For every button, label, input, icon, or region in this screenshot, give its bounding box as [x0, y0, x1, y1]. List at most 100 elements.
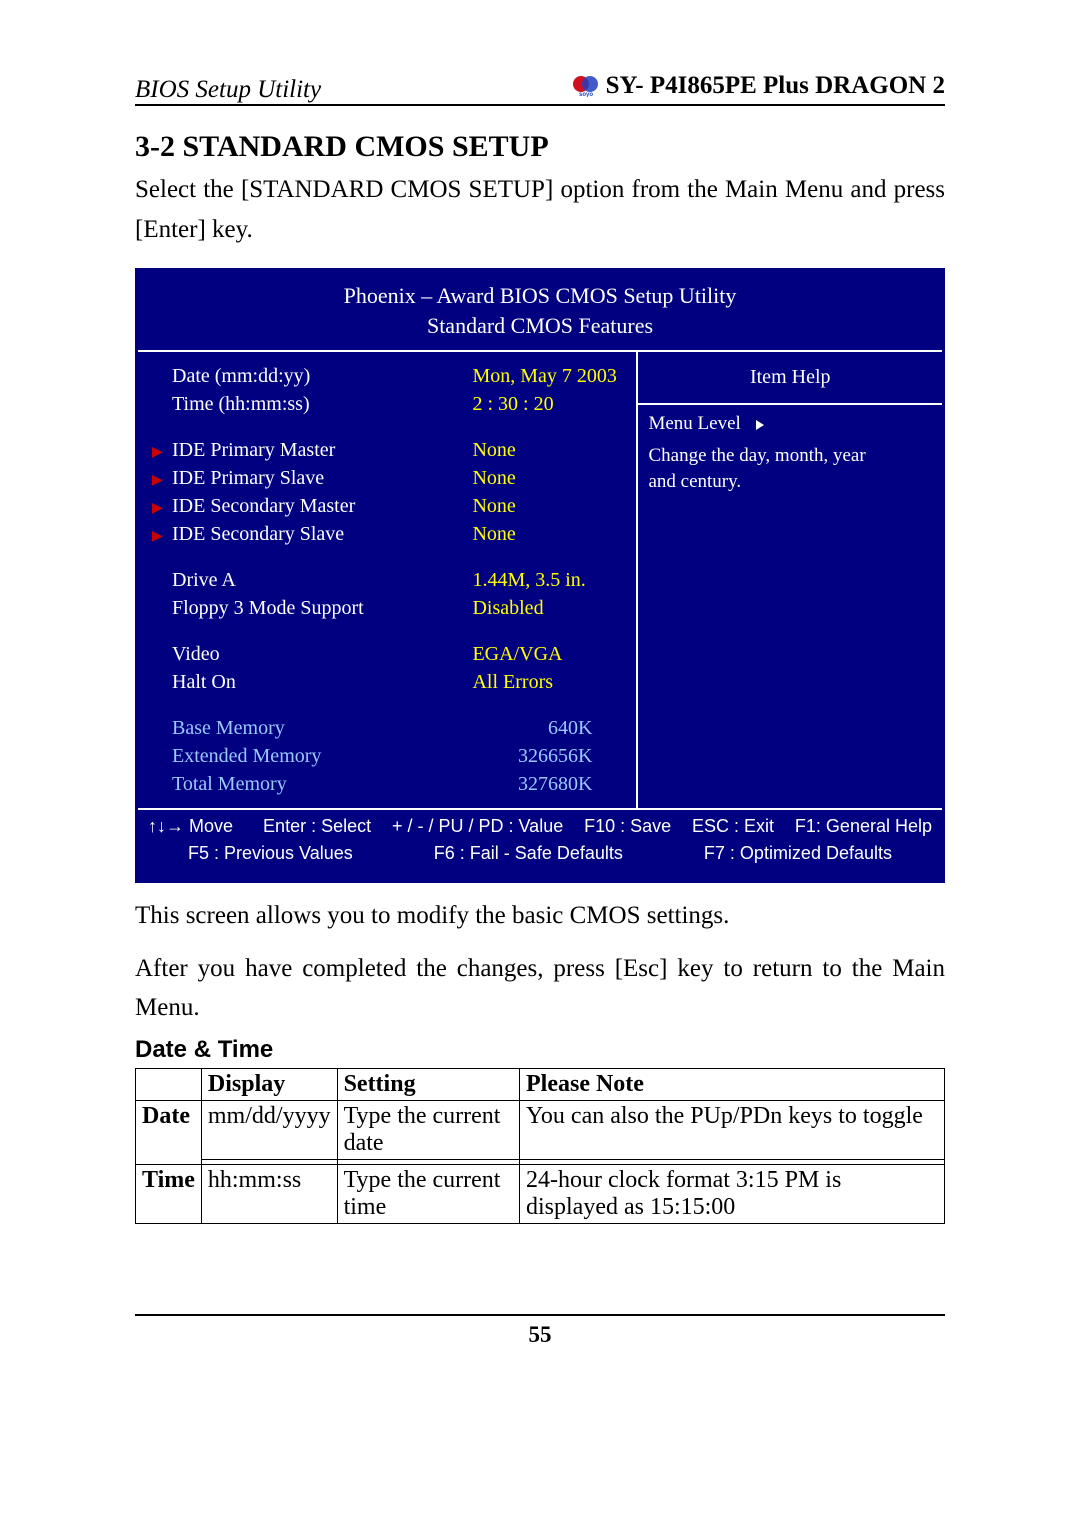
- bios-title-line2: Standard CMOS Features: [146, 311, 934, 341]
- th-blank: [136, 1068, 202, 1100]
- bios-right-panel: Item Help Menu Level Change the day, mon…: [638, 352, 942, 808]
- time-note: 24-hour clock format 3:15 PM is displaye…: [520, 1164, 945, 1223]
- footer-value: + / - / PU / PD : Value: [392, 816, 563, 837]
- row-halt[interactable]: Halt On All Errors: [152, 668, 622, 696]
- submenu-marker-icon: ▶: [152, 527, 172, 547]
- spacer: [152, 548, 622, 566]
- drive-a-value: 1.44M, 3.5 in.: [472, 566, 622, 594]
- video-label: Video: [172, 640, 472, 668]
- triangle-right-icon: [756, 420, 764, 430]
- menu-level-row: Menu Level: [648, 411, 932, 443]
- bios-screenshot: Phoenix – Award BIOS CMOS Setup Utility …: [135, 268, 945, 883]
- soyo-logo-icon: soyo: [572, 75, 600, 97]
- footer-f5: F5 : Previous Values: [148, 843, 353, 864]
- date-display: mm/dd/yyyy: [201, 1100, 337, 1159]
- table-row: Time hh:mm:ss Type the current time 24-h…: [136, 1164, 945, 1223]
- bios-title-line1: Phoenix – Award BIOS CMOS Setup Utility: [146, 281, 934, 311]
- datetime-heading: Date & Time: [135, 1036, 945, 1064]
- footer-f6: F6 : Fail - Safe Defaults: [434, 843, 623, 864]
- post-paragraph-1: This screen allows you to modify the bas…: [135, 897, 945, 936]
- ide-pm-label: IDE Primary Master: [172, 436, 472, 464]
- drive-a-label: Drive A: [172, 566, 472, 594]
- footer-move: ↑↓→ Move Enter : Select: [148, 816, 371, 837]
- post-paragraph-2: After you have completed the changes, pr…: [135, 950, 945, 1028]
- page-header: BIOS Setup Utility soyo SY- P4I865PE Plu…: [135, 72, 945, 106]
- header-right-text: SY- P4I865PE Plus DRAGON 2: [606, 72, 945, 100]
- submenu-marker-icon: ▶: [152, 443, 172, 463]
- header-right: soyo SY- P4I865PE Plus DRAGON 2: [572, 72, 945, 100]
- date-value: Mon, May 7 2003: [472, 362, 622, 390]
- item-help-title: Item Help: [638, 352, 942, 405]
- bios-footer: ↑↓→ Move Enter : Select + / - / PU / PD …: [138, 810, 942, 880]
- help-text-line2: and century.: [648, 469, 932, 495]
- footer-row-1: ↑↓→ Move Enter : Select + / - / PU / PD …: [148, 816, 932, 837]
- ide-ss-value: None: [472, 520, 622, 548]
- spacer: [152, 418, 622, 436]
- submenu-marker-icon: ▶: [152, 499, 172, 519]
- th-setting: Setting: [337, 1068, 519, 1100]
- table-row: Date mm/dd/yyyy Type the current date Yo…: [136, 1100, 945, 1159]
- bios-title: Phoenix – Award BIOS CMOS Setup Utility …: [138, 271, 942, 350]
- halt-value: All Errors: [472, 668, 622, 696]
- time-setting: Type the current time: [337, 1164, 519, 1223]
- row-ide-sm[interactable]: ▶ IDE Secondary Master None: [152, 492, 622, 520]
- ide-sm-label: IDE Secondary Master: [172, 492, 472, 520]
- header-left: BIOS Setup Utility: [135, 76, 321, 104]
- ide-ps-label: IDE Primary Slave: [172, 464, 472, 492]
- item-help-body: Menu Level Change the day, month, year a…: [638, 405, 942, 504]
- row-basemem: Base Memory 640K: [152, 714, 622, 742]
- ide-pm-value: None: [472, 436, 622, 464]
- time-label: Time (hh:mm:ss): [172, 390, 472, 418]
- ide-sm-value: None: [472, 492, 622, 520]
- ide-ss-label: IDE Secondary Slave: [172, 520, 472, 548]
- time-display: hh:mm:ss: [201, 1164, 337, 1223]
- video-value: EGA/VGA: [472, 640, 622, 668]
- footer-f10: F10 : Save: [584, 816, 671, 837]
- extmem-value: 326656K: [472, 742, 622, 770]
- row-extmem: Extended Memory 326656K: [152, 742, 622, 770]
- row-drive-a[interactable]: Drive A 1.44M, 3.5 in.: [152, 566, 622, 594]
- spacer: [152, 696, 622, 714]
- arrow-keys-icon: ↑↓→: [148, 816, 184, 836]
- section-title: 3-2 STANDARD CMOS SETUP: [135, 130, 945, 164]
- th-note: Please Note: [520, 1068, 945, 1100]
- basemem-value: 640K: [472, 714, 622, 742]
- totmem-value: 327680K: [472, 770, 622, 798]
- row-ide-pm[interactable]: ▶ IDE Primary Master None: [152, 436, 622, 464]
- section-intro: Select the [STANDARD CMOS SETUP] option …: [135, 170, 945, 250]
- floppy3-label: Floppy 3 Mode Support: [172, 594, 472, 622]
- date-label: Date (mm:dd:yy): [172, 362, 472, 390]
- footer-esc: ESC : Exit: [692, 816, 774, 837]
- halt-label: Halt On: [172, 668, 472, 696]
- footer-f1: F1: General Help: [795, 816, 932, 837]
- ide-ps-value: None: [472, 464, 622, 492]
- totmem-label: Total Memory: [172, 770, 472, 798]
- footer-row-2: F5 : Previous Values F6 : Fail - Safe De…: [148, 843, 932, 864]
- page-number: 55: [135, 1314, 945, 1348]
- spacer: [152, 622, 622, 640]
- row-date[interactable]: Date (mm:dd:yy) Mon, May 7 2003: [152, 362, 622, 390]
- row-time[interactable]: Time (hh:mm:ss) 2 : 30 : 20: [152, 390, 622, 418]
- date-rowhead: Date: [136, 1100, 202, 1164]
- bios-left-panel: Date (mm:dd:yy) Mon, May 7 2003 Time (hh…: [138, 352, 638, 808]
- extmem-label: Extended Memory: [172, 742, 472, 770]
- row-video[interactable]: Video EGA/VGA: [152, 640, 622, 668]
- help-text-line1: Change the day, month, year: [648, 443, 932, 469]
- svg-text:soyo: soyo: [579, 92, 593, 97]
- datetime-table: Display Setting Please Note Date mm/dd/y…: [135, 1068, 945, 1224]
- row-ide-ss[interactable]: ▶ IDE Secondary Slave None: [152, 520, 622, 548]
- row-ide-ps[interactable]: ▶ IDE Primary Slave None: [152, 464, 622, 492]
- basemem-label: Base Memory: [172, 714, 472, 742]
- row-totmem: Total Memory 327680K: [152, 770, 622, 798]
- date-note: You can also the PUp/PDn keys to toggle: [520, 1100, 945, 1159]
- submenu-marker-icon: ▶: [152, 471, 172, 491]
- bios-main: Date (mm:dd:yy) Mon, May 7 2003 Time (hh…: [138, 350, 942, 810]
- time-rowhead: Time: [136, 1164, 202, 1223]
- row-floppy3[interactable]: Floppy 3 Mode Support Disabled: [152, 594, 622, 622]
- date-setting: Type the current date: [337, 1100, 519, 1159]
- table-header-row: Display Setting Please Note: [136, 1068, 945, 1100]
- floppy3-value: Disabled: [472, 594, 622, 622]
- menu-level-label: Menu Level: [648, 413, 740, 434]
- th-display: Display: [201, 1068, 337, 1100]
- footer-f7: F7 : Optimized Defaults: [704, 843, 932, 864]
